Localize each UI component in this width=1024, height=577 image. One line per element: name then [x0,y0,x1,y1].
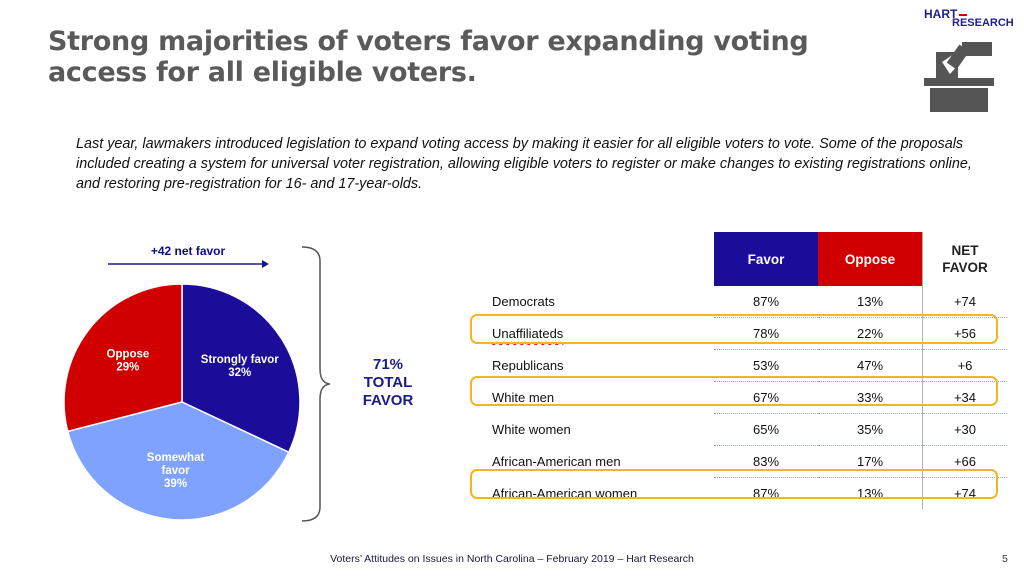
favor-header: Favor [714,232,818,286]
net-favor-label: +42 net favor [150,244,226,258]
net-value: +56 [922,317,1007,350]
intro-question: Last year, lawmakers introduced legislat… [76,136,972,192]
table-row: White men 67% 33% +34 [476,381,1007,414]
ballot-box-icon [924,42,994,112]
total-favor-line2: TOTAL [363,374,413,391]
highlight-unaffiliateds [470,314,998,344]
net-value: +74 [922,286,1007,318]
oppose-header: Oppose [818,232,923,286]
oppose-value: 13% [818,286,923,318]
group-name: White men [492,390,555,405]
total-favor-line3: FAVOR [362,392,414,409]
net-header-line1: NET [951,243,979,258]
group-name: Unaffiliateds [476,318,714,350]
oppose-value: 17% [818,445,923,478]
favor-value: 67% [714,381,818,414]
oppose-value: 33% [818,381,923,414]
favor-pie-chart: Strongly favor 32% Somewhat favor 39% Oppose 2… [63,283,301,521]
logo-research: RESEARCH [952,17,1014,29]
oppose-value: 35% [818,413,923,446]
slide-title: Strong majorities of voters favor expand… [48,26,809,88]
pie-slice-somewhat-favor [66,401,290,521]
total-brace-icon [301,246,330,522]
net-value: +34 [922,381,1007,414]
favor-value: 78% [714,317,818,350]
table-row: African-American men 83% 17% +66 [476,445,1007,478]
net-value: +30 [922,413,1007,446]
group-name: White women [492,422,571,437]
highlight-white-men [470,376,998,406]
table-row: White women 65% 35% +30 [476,413,1007,446]
logo-hart: HART [924,7,967,21]
table-row: Unaffiliateds 78% 22% +56 [476,317,1007,350]
net-favor-arrow-icon [108,260,269,268]
total-favor-callout: 71% TOTAL FAVOR [352,356,424,410]
net-value: +66 [922,445,1007,478]
net-header-line2: FAVOR [942,260,988,275]
group-name: Democrats [492,294,555,310]
group-header [476,232,714,286]
favor-value: 83% [714,445,818,478]
pie-label-somewhat-favor: Somewhat favor 39% [147,452,205,490]
group-name-text: Unaffiliateds [492,326,564,341]
oppose-value: 22% [818,317,923,350]
group-name: Republicans [492,358,564,373]
pie-slice-strongly-favor [181,283,301,454]
hart-research-logo: HART RESEARCH [924,8,1014,29]
page-number: 5 [1002,553,1008,565]
results-table: Favor Oppose NET FAVOR Democrats 87% 13%… [476,232,1007,509]
group-name: African-American men [492,454,621,469]
net-favor-header: NET FAVOR [922,232,1007,286]
total-favor-pct: 71% [372,356,404,373]
pie-label-oppose: Oppose 29% [107,349,150,374]
table-row: Democrats 87% 13% +74 [476,286,1007,318]
pie-label-strongly-favor: Strongly favor 32% [201,354,279,379]
favor-value: 87% [714,286,818,318]
footer-source: Voters’ Attitudes on Issues in North Car… [330,553,694,565]
highlight-african-american-women [470,469,998,499]
pie-slice-oppose [63,283,183,433]
favor-value: 65% [714,413,818,446]
